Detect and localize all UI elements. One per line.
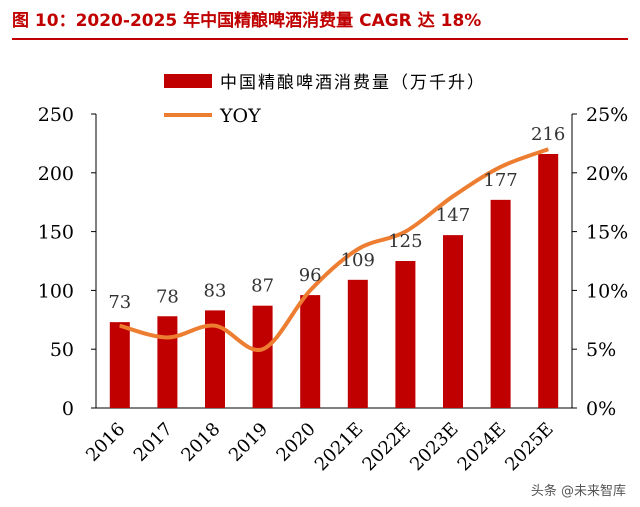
bar-data-label: 109 [341,250,375,271]
y-left-tick-label: 0 [62,398,74,420]
bar-data-label: 96 [299,265,322,286]
yoy-point [404,231,406,233]
legend-line-label: YOY [219,105,261,127]
x-tick-label: 2021E [311,419,368,476]
chart-data-labels: 73 78 83 87 96 109 125 147 177 216 [108,124,565,313]
yoy-point [262,348,264,350]
bar [205,310,225,408]
bar-data-label: 73 [108,292,131,313]
y-right-tick-label: 20% [586,163,628,185]
y-right-tick-label: 15% [586,222,628,244]
yoy-point [166,336,168,338]
yoy-line [119,147,549,352]
y-left-tick-label: 250 [38,104,74,126]
title-rule [12,38,628,40]
y-right-tick-label: 25% [586,104,628,126]
bar [300,295,321,408]
bar [538,153,559,408]
x-tick-label: 2018 [177,419,224,466]
chart-bars [109,153,559,408]
bar [443,235,463,408]
bar-data-label: 83 [204,280,227,301]
y-right-tick-label: 0% [586,398,616,420]
x-tick-label: 2017 [130,419,177,466]
y-right-tick-label: 5% [586,339,616,361]
x-tick-label: 2016 [82,419,129,466]
yoy-point [119,325,121,327]
y-left-tick-label: 100 [38,280,74,302]
bar [252,305,273,408]
x-tick-label: 2024E [454,419,511,476]
yoy-point [452,195,454,197]
bar-data-label: 78 [156,286,179,307]
yoy-point [214,325,216,327]
bar [157,316,178,408]
y-left-tick-label: 200 [38,163,74,185]
bar [347,279,368,408]
legend-bar-label: 中国精酿啤酒消费量（万千升） [220,73,486,93]
x-tick-label: 2023E [406,419,463,476]
yoy-point [547,148,549,150]
y-right-tick-label: 10% [586,280,628,302]
x-tick-label: 2025E [501,419,558,476]
bar-data-label: 177 [483,170,517,191]
bar [395,261,416,408]
bar [490,199,511,408]
yoy-point [500,166,502,168]
bar [109,322,130,408]
bar-data-label: 216 [531,124,565,145]
watermark: 头条 @未来智库 [530,484,626,499]
bar-data-label: 125 [388,231,422,252]
y-left-tick-label: 150 [38,222,74,244]
bar-data-label: 147 [436,205,470,226]
chart-line [119,147,549,352]
yoy-point [357,248,359,250]
yoy-point [309,289,311,291]
y-left-tick-label: 50 [50,339,74,361]
chart-legend: 中国精酿啤酒消费量（万千升） YOY [164,73,486,127]
figure-title: 图 10：2020-2025 年中国精酿啤酒消费量 CAGR 达 18% [12,11,482,31]
x-tick-label: 2019 [225,419,272,466]
legend-bar-swatch [164,74,212,88]
bar-data-label: 87 [251,276,274,297]
x-tick-label: 2022E [358,419,415,476]
